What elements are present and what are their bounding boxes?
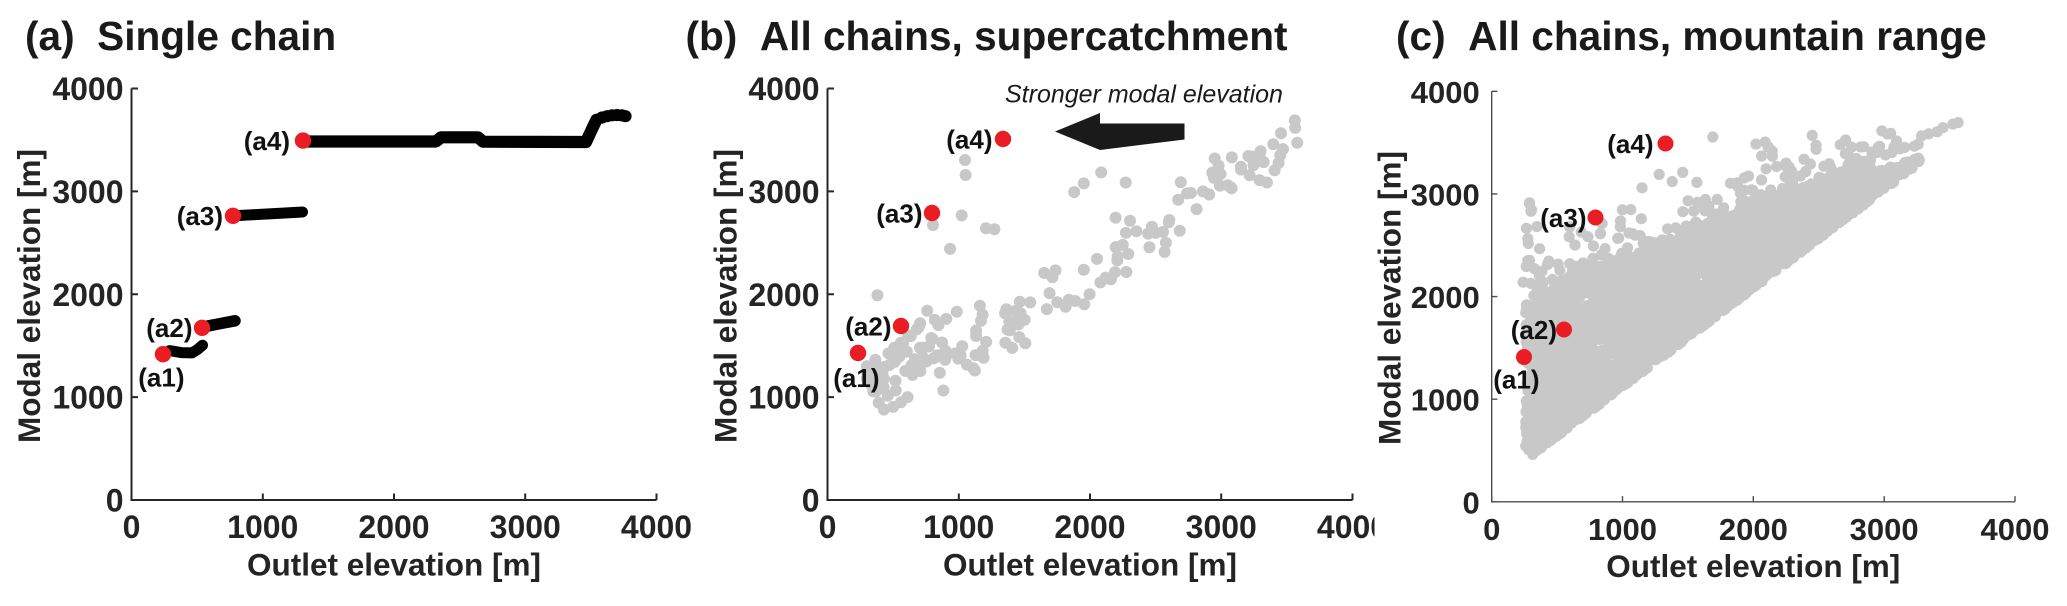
svg-text:3000: 3000 <box>748 174 819 210</box>
svg-text:(a4): (a4) <box>1607 129 1653 159</box>
svg-text:(b) All chains, supercatchmen: (b) All chains, supercatchment <box>686 13 1289 59</box>
svg-text:(a) Single chain: (a) Single chain <box>25 13 336 59</box>
svg-text:3000: 3000 <box>52 174 123 210</box>
svg-text:0: 0 <box>1483 512 1500 547</box>
svg-text:Modal elevation [m]: Modal elevation [m] <box>708 149 744 443</box>
svg-text:Modal elevation [m]: Modal elevation [m] <box>1371 151 1407 445</box>
svg-text:4000: 4000 <box>1411 75 1480 110</box>
svg-text:3000: 3000 <box>490 509 561 545</box>
svg-text:2000: 2000 <box>358 509 429 545</box>
svg-text:4000: 4000 <box>1981 512 2050 547</box>
svg-text:4000: 4000 <box>52 71 123 107</box>
svg-text:(c) All chains, mountain rang: (c) All chains, mountain range <box>1396 13 1987 59</box>
svg-text:1000: 1000 <box>1588 512 1657 547</box>
svg-text:Outlet elevation [m]: Outlet elevation [m] <box>943 547 1237 583</box>
svg-text:(a2): (a2) <box>845 311 891 341</box>
svg-text:0: 0 <box>1462 485 1479 520</box>
svg-text:1000: 1000 <box>52 380 123 416</box>
svg-text:(a1): (a1) <box>138 362 184 392</box>
svg-text:3000: 3000 <box>1850 512 1919 547</box>
svg-text:Outlet elevation [m]: Outlet elevation [m] <box>247 547 541 583</box>
svg-text:4000: 4000 <box>748 71 819 107</box>
svg-text:1000: 1000 <box>923 509 994 545</box>
svg-text:0: 0 <box>802 483 820 519</box>
svg-text:0: 0 <box>123 509 141 545</box>
svg-text:1000: 1000 <box>748 380 819 416</box>
svg-text:3000: 3000 <box>1411 177 1480 212</box>
svg-text:(a3): (a3) <box>1540 203 1586 233</box>
svg-text:2000: 2000 <box>1054 509 1125 545</box>
svg-text:2000: 2000 <box>1411 280 1480 315</box>
svg-text:4000: 4000 <box>621 509 692 545</box>
svg-text:0: 0 <box>819 509 837 545</box>
svg-text:2000: 2000 <box>748 277 819 313</box>
svg-text:1000: 1000 <box>1411 383 1480 418</box>
svg-text:(a2): (a2) <box>1511 315 1557 345</box>
svg-text:(a4): (a4) <box>244 126 290 156</box>
svg-text:(a3): (a3) <box>876 198 922 228</box>
svg-text:Outlet elevation [m]: Outlet elevation [m] <box>1606 548 1900 584</box>
svg-text:2000: 2000 <box>1719 512 1788 547</box>
svg-text:3000: 3000 <box>1186 509 1257 545</box>
svg-text:(a1): (a1) <box>833 363 879 393</box>
svg-text:1000: 1000 <box>227 509 298 545</box>
svg-text:Stronger modal elevation: Stronger modal elevation <box>1005 81 1283 109</box>
svg-text:2000: 2000 <box>52 277 123 313</box>
svg-text:Modal elevation [m]: Modal elevation [m] <box>11 149 47 443</box>
svg-text:0: 0 <box>106 483 124 519</box>
svg-text:(a4): (a4) <box>946 124 992 154</box>
svg-text:(a1): (a1) <box>1493 364 1539 394</box>
svg-text:(a2): (a2) <box>146 313 192 343</box>
svg-text:(a3): (a3) <box>177 201 223 231</box>
